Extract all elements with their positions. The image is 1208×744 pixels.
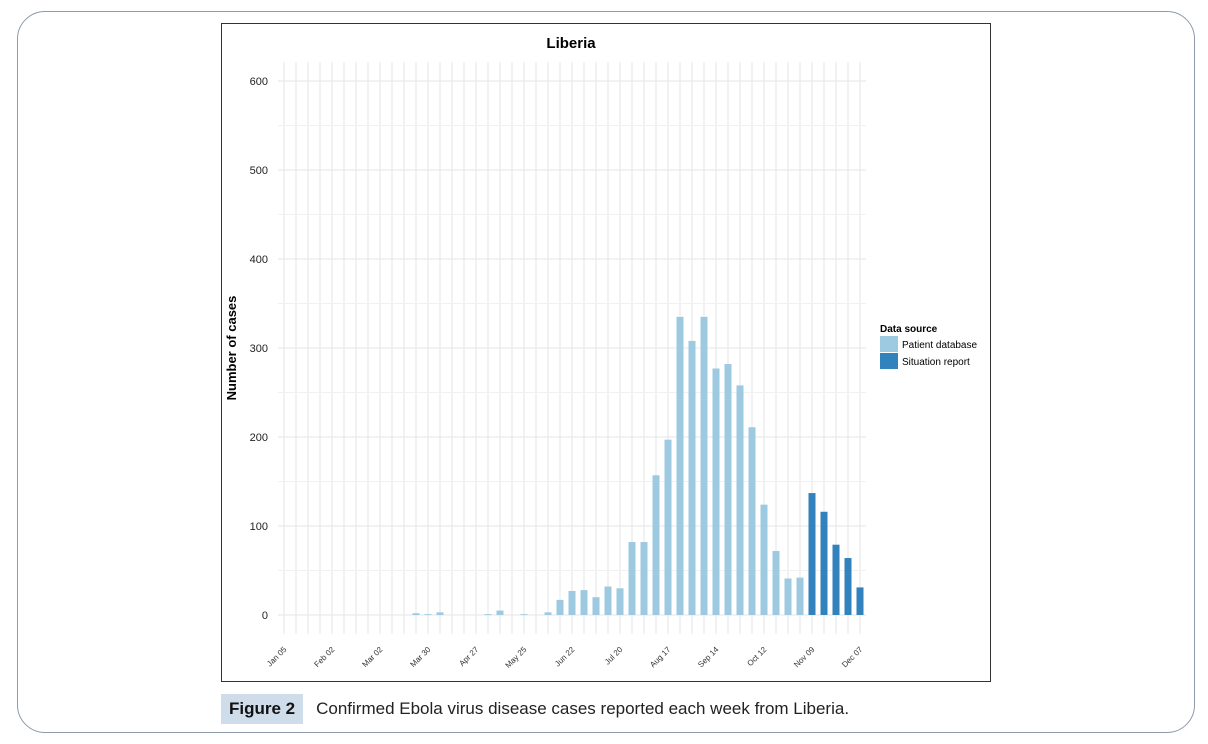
x-tick-label: May 25 (503, 645, 528, 670)
y-tick-label: 200 (250, 432, 268, 444)
x-tick-label: Mar 30 (408, 645, 432, 669)
bar-patient-database (712, 368, 720, 615)
x-tick-label: Sep 14 (696, 645, 721, 670)
bar-patient-database (664, 439, 672, 615)
bar-patient-database (424, 614, 432, 615)
bar-patient-database (412, 613, 420, 615)
y-tick-label: 400 (250, 254, 268, 266)
bar-patient-database (748, 427, 756, 615)
x-tick-label: Feb 02 (312, 645, 336, 669)
x-tick-label: Jul 20 (603, 645, 625, 667)
bar-patient-database (772, 550, 780, 615)
bar-patient-database (652, 475, 660, 615)
page-frame (17, 11, 1195, 733)
caption-text: Confirmed Ebola virus disease cases repo… (316, 699, 850, 718)
bar-patient-database (556, 599, 564, 615)
legend-swatch (880, 336, 898, 352)
bar-situation-report (844, 558, 852, 615)
bar-situation-report (832, 544, 840, 615)
bars (412, 316, 864, 615)
figure-caption: Figure 2 Confirmed Ebola virus disease c… (221, 694, 849, 724)
y-tick-label: 300 (250, 343, 268, 355)
bar-patient-database (592, 597, 600, 615)
x-tick-label: Jan 05 (265, 645, 289, 669)
bar-patient-database (568, 590, 576, 615)
ebola-bar-chart: 0 100 200 300 400 500 600 Jan 05 Feb 02 Mar 02 Ma… (224, 35, 977, 670)
bar-patient-database (484, 614, 492, 615)
bar-patient-database (796, 577, 804, 615)
legend-swatch (880, 353, 898, 369)
bar-situation-report (856, 587, 864, 615)
bar-situation-report (820, 511, 828, 615)
x-tick-label: Mar 02 (360, 645, 384, 669)
bar-patient-database (436, 612, 444, 615)
bar-patient-database (688, 340, 696, 615)
bar-patient-database (736, 385, 744, 615)
legend-entry-label: Patient database (902, 340, 977, 351)
x-tick-label: Aug 17 (648, 645, 673, 670)
bar-patient-database (628, 542, 636, 615)
figure-panel: 0 100 200 300 400 500 600 Jan 05 Feb 02 Mar 02 Ma… (221, 23, 991, 682)
x-tick-labels: Jan 05 Feb 02 Mar 02 Mar 30 Apr 27 May 25 Jun … (265, 645, 865, 670)
chart-title: Liberia (546, 35, 596, 52)
caption-label: Figure 2 (221, 694, 304, 724)
bar-patient-database (544, 612, 552, 615)
bar-patient-database (604, 586, 612, 615)
bar-patient-database (520, 614, 528, 615)
bar-situation-report (808, 493, 816, 615)
grid-lines (278, 62, 866, 634)
y-axis-label: Number of cases (224, 296, 239, 401)
x-tick-label: Jun 22 (553, 645, 577, 669)
bar-patient-database (676, 316, 684, 615)
y-tick-label: 0 (262, 610, 268, 622)
legend-entry-label: Situation report (902, 357, 970, 368)
bar-patient-database (640, 542, 648, 615)
y-tick-label: 500 (250, 165, 268, 177)
x-tick-label: Oct 12 (745, 645, 768, 668)
y-tick-label: 600 (250, 76, 268, 88)
x-tick-label: Nov 09 (792, 645, 817, 670)
x-tick-label: Dec 07 (840, 645, 865, 670)
x-tick-label: Apr 27 (457, 645, 480, 668)
legend: Data source Patient database Situation re… (880, 324, 977, 369)
bar-patient-database (496, 610, 504, 615)
bar-patient-database (724, 364, 732, 615)
y-tick-labels: 0 100 200 300 400 500 600 (250, 76, 268, 622)
legend-title: Data source (880, 324, 938, 335)
bar-patient-database (700, 316, 708, 615)
bar-patient-database (580, 590, 588, 615)
bar-patient-database (784, 578, 792, 615)
bar-patient-database (760, 504, 768, 615)
bar-patient-database (616, 588, 624, 615)
y-tick-label: 100 (250, 521, 268, 533)
